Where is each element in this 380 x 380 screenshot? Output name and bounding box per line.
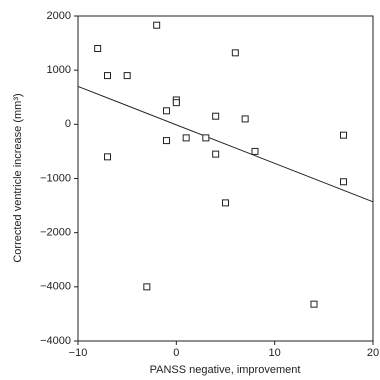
point — [153, 21, 161, 29]
point — [340, 178, 347, 186]
point — [241, 115, 249, 123]
x-tick-label: −10 — [69, 347, 88, 359]
point — [251, 147, 259, 155]
point — [123, 72, 131, 80]
point — [172, 99, 180, 107]
point — [231, 49, 239, 57]
y-tick-label: −1000 — [40, 172, 71, 184]
y-tick-label: −4000 — [40, 281, 71, 293]
point — [212, 150, 220, 158]
point — [222, 199, 229, 207]
point — [202, 134, 210, 142]
plot-frame — [77, 15, 374, 342]
point — [94, 45, 102, 52]
x-tick-label: 0 — [173, 347, 179, 359]
point — [104, 72, 111, 80]
y-tick-label: 0 — [65, 118, 71, 130]
y-tick-label: 1000 — [47, 64, 71, 76]
point — [163, 107, 170, 115]
y-axis-label: Corrected ventricle increase (mm³) — [12, 93, 24, 262]
y-tick-label: 2000 — [47, 10, 71, 22]
y-tick-label: −2000 — [40, 227, 71, 239]
point — [182, 134, 190, 142]
point — [143, 283, 151, 291]
x-axis-label: PANSS negative, improvement — [150, 364, 301, 376]
point — [163, 137, 170, 145]
point — [310, 300, 318, 308]
y-tick-label: −4000 — [40, 335, 71, 347]
point — [212, 112, 220, 120]
regression-line — [77, 85, 374, 203]
x-tick-label: 10 — [269, 347, 281, 359]
point — [340, 131, 347, 139]
point — [104, 153, 111, 161]
x-tick-label: 20 — [367, 347, 379, 359]
